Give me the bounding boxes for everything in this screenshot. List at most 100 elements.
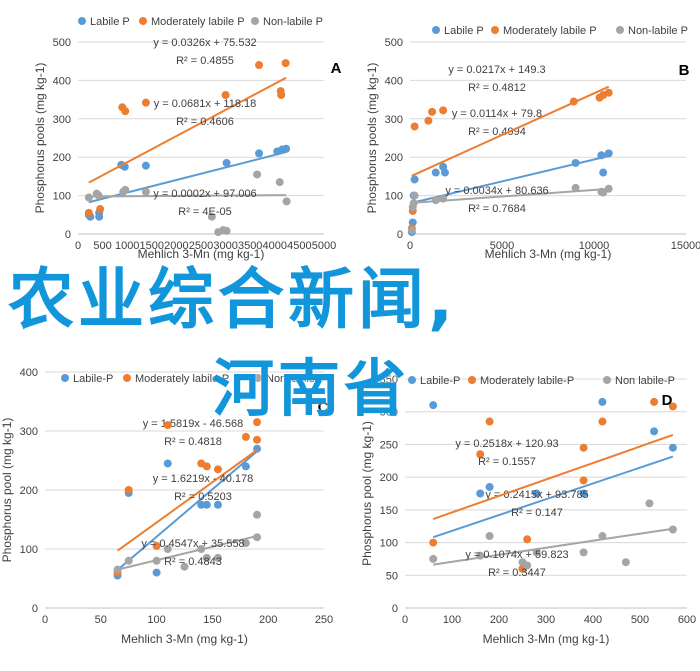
panel-a-data-point <box>84 208 93 217</box>
panel-b-data-point <box>569 97 578 106</box>
panel-a-data-point <box>96 205 105 214</box>
panel-c-data-point <box>253 418 262 427</box>
panel-d-xtick-label: 300 <box>537 614 555 626</box>
panel-d-data-point <box>485 417 494 426</box>
panel-d-xtick-label: 100 <box>443 614 461 626</box>
panel-a-xtick-label: 3000 <box>213 240 237 252</box>
panel-a-xtick-label: 0 <box>75 240 81 252</box>
panel-d-data-point <box>668 525 677 534</box>
panel-b-legend-marker <box>432 26 440 34</box>
panel-a-data-point <box>253 170 262 179</box>
panel-b-data-point <box>439 194 448 203</box>
panel-b-trend-equation: y = 0.0114x + 79.8 <box>452 108 542 120</box>
panel-c-y-axis-title: Phosphorus pool (mg kg-1) <box>0 418 14 563</box>
panel-b-xtick-label: 10000 <box>579 240 610 252</box>
panel-a-data-point <box>222 158 231 167</box>
panel-d-data-point <box>579 548 588 557</box>
watermark-line-1: 农业综合新闻, <box>8 261 458 338</box>
panel-d-data-point <box>523 561 532 570</box>
panel-d-ytick-label: 350 <box>380 374 398 386</box>
panel-c-trendline <box>116 449 258 552</box>
panel-b-trend-r2: R² = 0.7684 <box>468 203 526 215</box>
panel-c-data-point <box>124 486 133 494</box>
panel-c-legend-label: Moderately labile-P <box>135 373 229 385</box>
panel-a-data-point <box>255 61 264 70</box>
panel-d-trend-r2: R² = 0.147 <box>511 507 563 519</box>
panel-d-ytick-label: 250 <box>380 439 398 451</box>
panel-b-data-point <box>440 168 449 177</box>
panel-c-data-point <box>197 500 206 509</box>
panel-a-data-point <box>277 90 286 99</box>
panel-a-trend-equation: y = 0.0326x + 75.532 <box>153 37 256 49</box>
panel-a-data-point <box>141 98 150 107</box>
panel-a-legend-label: Moderately labile P <box>151 16 245 28</box>
panel-d-data-point <box>429 554 438 563</box>
panel-c-data-point <box>197 545 206 553</box>
panel-d-data-point <box>650 427 659 436</box>
panel-a-legend-marker <box>139 17 147 25</box>
panel-b-legend-label: Labile P <box>444 25 484 37</box>
panel-c-legend-marker <box>254 374 262 382</box>
panel-d-data-point <box>476 450 485 459</box>
panel-c-data-point <box>124 556 133 565</box>
panel-a-data-point <box>221 90 230 99</box>
panel-d-data-point <box>429 401 438 410</box>
panel-d-trend-r2: R² = 0.1557 <box>478 456 536 468</box>
panel-a-trend-equation: y = 0.0002x + 97.006 <box>153 188 256 200</box>
panel-c-trend-r2: R² = 0.5203 <box>174 491 232 503</box>
panel-a-xtick-label: 3500 <box>238 240 262 252</box>
panel-a-data-point <box>207 212 216 221</box>
panel-a-legend-label: Labile P <box>90 16 130 28</box>
panel-c-trend-r2: R² = 0.4818 <box>164 436 222 448</box>
panel-d-trend-equation: y = 0.2518x + 120.93 <box>455 438 558 450</box>
panel-d-ytick-label: 0 <box>392 603 398 615</box>
panel-d-data-point <box>476 489 485 498</box>
panel-c-legend-marker <box>123 374 131 382</box>
panel-a-trend-r2: R² = 0.4606 <box>176 116 234 128</box>
panel-c-data-point <box>253 510 262 519</box>
panel-c-data-point <box>113 565 122 574</box>
panel-a-xtick-label: 4000 <box>263 240 287 252</box>
panel-b-xtick-label: 15000 <box>671 240 700 252</box>
panel-d-data-point <box>579 443 588 452</box>
panel-b-ytick-label: 100 <box>385 191 403 203</box>
panel-b-y-axis-title: Phosphorus pools (mg kg-1) <box>365 63 379 214</box>
panel-c-data-point <box>163 421 172 430</box>
panel-a-ytick-label: 100 <box>53 191 71 203</box>
panel-d-data-point <box>650 397 659 406</box>
panel-d-legend-label: Moderately labile-P <box>480 375 574 387</box>
panel-a-data-point <box>275 178 284 187</box>
panel-a-trend-r2: R² = 4E-05 <box>178 206 232 218</box>
panel-b-legend-marker <box>616 26 624 34</box>
panel-d-data-point <box>579 476 588 485</box>
panel-c-data-point <box>202 500 211 509</box>
panel-c-trendline <box>117 535 258 571</box>
panel-b-legend-label: Non-labile P <box>628 25 688 37</box>
panel-b-ytick-label: 0 <box>397 229 403 241</box>
panel-d-legend-marker <box>603 376 611 384</box>
panel-d-ytick-label: 50 <box>386 570 398 582</box>
panel-c-xtick-label: 0 <box>42 614 48 626</box>
panel-b-ytick-label: 200 <box>385 152 403 164</box>
panel-b-data-point <box>571 183 580 192</box>
panel-b-data-point <box>409 199 418 208</box>
panel-c-data-point <box>180 562 189 571</box>
panel-b-data-point <box>439 106 448 115</box>
panel-d-data-point <box>668 443 677 452</box>
panel-c-xtick-label: 50 <box>95 614 107 626</box>
panel-d-data-point <box>485 532 494 541</box>
panel-d-y-axis-title: Phosphorus pool (mg kg-1) <box>360 421 374 566</box>
panel-c-letter: C <box>318 399 329 416</box>
panel-b-data-point <box>604 149 613 158</box>
panel-d-data-point <box>485 482 494 491</box>
panel-b-ytick-label: 500 <box>385 37 403 49</box>
panel-a-x-axis-title: Mehlich 3-Mn (mg kg-1) <box>138 247 265 261</box>
panel-d-legend-label: Labile-P <box>420 375 460 387</box>
panel-b-legend-label: Moderately labile P <box>503 25 597 37</box>
panel-c-data-point <box>253 533 262 542</box>
panel-d-ytick-label: 200 <box>380 472 398 484</box>
panel-d-data-point <box>668 402 677 411</box>
panel-d-trendline <box>432 433 674 520</box>
panel-b-trend-r2: R² = 0.4812 <box>468 82 526 94</box>
panel-d-data-point <box>532 548 541 557</box>
